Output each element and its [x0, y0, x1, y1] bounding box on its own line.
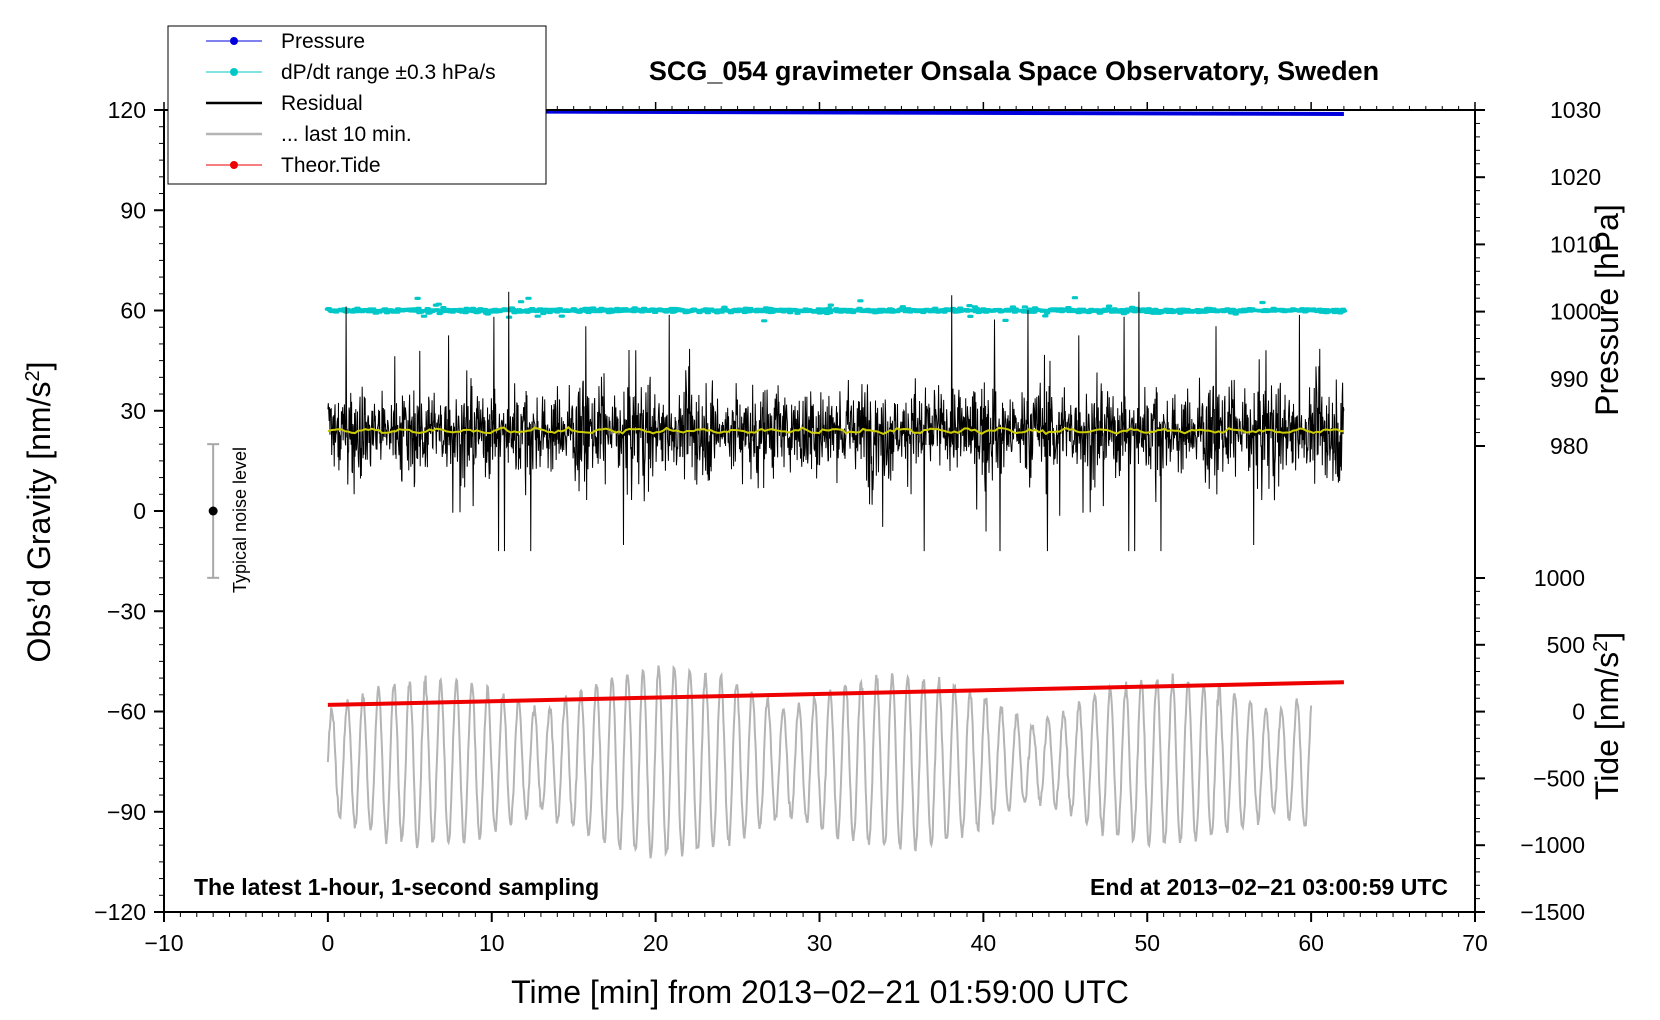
left-tick-label: 30 [120, 398, 146, 424]
pressure-tick-label: 1010 [1550, 231, 1601, 257]
tide-axis-ticks: −1500 −1000 −500 0 500 1000 [1475, 565, 1585, 925]
x-tick-label: 40 [971, 930, 997, 956]
x-tick-label: 60 [1298, 930, 1324, 956]
x-tick-label: 10 [479, 930, 505, 956]
tide-axis-label: Tide [nm/s2] [1589, 632, 1625, 800]
dpdt-series [324, 296, 1348, 323]
chart-title: SCG_054 gravimeter Onsala Space Observat… [649, 56, 1379, 86]
legend-marker [230, 161, 238, 169]
legend-box [167, 25, 547, 185]
noise-level-center [208, 506, 218, 516]
tide-tick-label: −500 [1533, 765, 1585, 791]
left-tick-label: −60 [107, 699, 146, 725]
legend-label: Residual [281, 92, 363, 115]
pressure-tick-label: 980 [1550, 433, 1588, 459]
residual-mean-line [327, 425, 1344, 436]
left-tick-label: −90 [107, 799, 146, 825]
residual-mean-series [327, 425, 1344, 436]
legend-label: Theor.Tide [281, 154, 381, 177]
tide-tick-label: 500 [1547, 632, 1585, 658]
residual-series [327, 291, 1345, 552]
residual-line [327, 291, 1345, 552]
left-tick-label: 120 [108, 97, 146, 123]
x-axis-ticks: −10 0 10 20 30 40 50 60 70 [144, 102, 1488, 956]
legend-label: Pressure [281, 30, 365, 53]
pressure-tick-label: 990 [1550, 366, 1588, 392]
tide-tick-label: 0 [1572, 699, 1585, 725]
tide-tick-label: −1000 [1520, 832, 1585, 858]
pressure-tick-label: 1000 [1550, 299, 1601, 325]
pressure-axis-ticks: 980 990 1000 1010 1020 1030 [1475, 97, 1601, 459]
noise-level-label: Typical noise level [230, 447, 250, 593]
left-axis-ticks: −120 −90 −60 −30 0 30 60 90 120 [94, 97, 164, 925]
legend-marker [230, 37, 238, 45]
left-tick-label: 0 [133, 498, 146, 524]
x-tick-label: 30 [807, 930, 833, 956]
sampling-note: The latest 1-hour, 1-second sampling [194, 874, 599, 900]
legend-label: ... last 10 min. [281, 123, 412, 146]
x-axis-label: Time [min] from 2013−02−21 01:59:00 UTC [511, 974, 1129, 1010]
last-10-min-line [326, 664, 1313, 859]
last-10-min-series [326, 664, 1313, 859]
left-tick-label: 60 [120, 298, 146, 324]
left-tick-label: −120 [94, 899, 146, 925]
x-tick-label: 20 [643, 930, 669, 956]
x-tick-label: 70 [1462, 930, 1488, 956]
tide-tick-label: 1000 [1534, 565, 1585, 591]
legend-marker [230, 68, 238, 76]
legend-label: dP/dt range ±0.3 hPa/s [281, 61, 496, 84]
left-tick-label: −30 [107, 598, 146, 624]
legend: Pressure dP/dt range ±0.3 hPa/s Residual..… [167, 25, 547, 185]
noise-level-bar [207, 443, 220, 579]
left-axis-label: Obs’d Gravity [nm/s2] [21, 362, 57, 663]
theoretical-tide-series [327, 680, 1344, 707]
x-tick-label: −10 [144, 930, 183, 956]
tide-line [327, 680, 1344, 707]
x-tick-label: 0 [321, 930, 334, 956]
pressure-axis-label: Pressure [hPa] [1589, 204, 1625, 416]
left-tick-label: 90 [120, 197, 146, 223]
tide-tick-label: −1500 [1520, 899, 1585, 925]
pressure-tick-label: 1030 [1550, 97, 1601, 123]
pressure-tick-label: 1020 [1550, 164, 1601, 190]
end-time-note: End at 2013−02−21 03:00:59 UTC [1090, 874, 1448, 900]
x-tick-label: 50 [1134, 930, 1160, 956]
